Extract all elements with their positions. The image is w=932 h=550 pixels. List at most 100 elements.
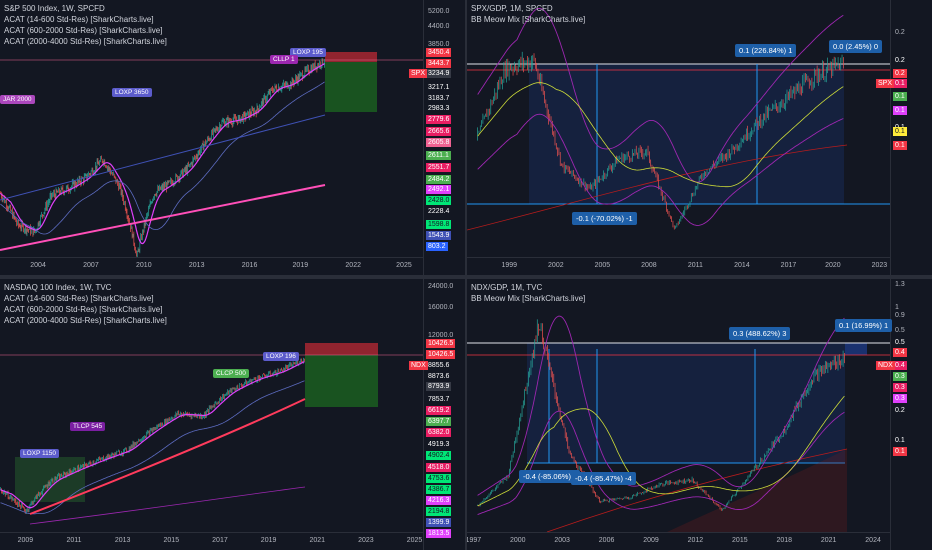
price-tag: 0.2: [893, 56, 907, 65]
x-tick-label: 2000: [509, 537, 526, 544]
pivot-label: CLCP 500: [213, 369, 249, 378]
y-tick-label: 0.2: [895, 29, 905, 36]
spxgdp-price-axis[interactable]: 0.20.20.20.10.10.10.10.10.1: [890, 0, 932, 275]
spxgdp-time-axis[interactable]: 1999 2002 2005 2008 2011 2014 2017 2020 2023: [467, 257, 890, 275]
price-tag: 7853.7: [426, 395, 452, 404]
measure-label: 0.1 (226.84%) 1: [735, 44, 797, 57]
ndx-price-axis[interactable]: 24000.0 16000.0 12000.0 10426.5 10426.5 8855.…: [423, 279, 465, 550]
bb-lower-band: [546, 448, 848, 532]
legend-indicator[interactable]: ACAT (2000-4000 Std-Res) [SharkCharts.li…: [4, 316, 167, 325]
legend-title: NASDAQ 100 Index, 1W, TVC: [4, 283, 112, 292]
x-tick-label: 2006: [598, 537, 615, 544]
pivot-label: TLCP 545: [70, 422, 106, 431]
price-tag: 2983.3: [426, 104, 452, 113]
legend-title: NDX/GDP, 1M, TVC: [471, 283, 543, 292]
price-tag: 8793.9: [426, 382, 452, 391]
spxgdp-panel[interactable]: SPX/GDP, 1M, SPCFD BB Meow Mix [SharkChar…: [467, 0, 932, 275]
symbol-tag[interactable]: SPX: [409, 69, 428, 78]
y-tick-label: 0.9: [895, 312, 905, 319]
ndx-time-axis[interactable]: 2009 2011 2013 2015 2017 2019 2021 2023 2025: [0, 532, 423, 550]
x-tick-label: 2015: [732, 537, 748, 544]
measure-label: 0.1 (16.99%) 1: [835, 319, 893, 332]
legend-indicator[interactable]: BB Meow Mix [SharkCharts.live]: [471, 294, 586, 303]
price-tag: 8873.6: [426, 372, 452, 381]
x-tick-label: 1997: [467, 537, 482, 544]
legend-indicator[interactable]: ACAT (600-2000 Std-Res) [SharkCharts.liv…: [4, 305, 163, 314]
legend-indicator[interactable]: ACAT (600-2000 Std-Res) [SharkCharts.liv…: [4, 26, 163, 35]
pivot-label: JAR 2000: [0, 95, 35, 104]
price-tag: 2428.0: [426, 196, 452, 205]
price-tag: 4902.4: [426, 451, 452, 460]
ndxgdp-plot[interactable]: [467, 279, 890, 532]
spxgdp-plot[interactable]: [467, 0, 890, 257]
long-trend-line: [29, 398, 306, 515]
x-tick-label: 2021: [820, 537, 837, 544]
ndx-plot[interactable]: [0, 279, 423, 532]
symbol-tag[interactable]: NDX: [409, 361, 428, 370]
price-tag: 0.1: [893, 92, 907, 101]
spx-plot[interactable]: [0, 0, 423, 257]
price-tag: 0.1: [893, 127, 907, 136]
x-tick-label: 2025: [396, 262, 412, 269]
x-tick-label: 2004: [30, 262, 46, 269]
symbol-tag[interactable]: SPX: [876, 79, 895, 88]
x-tick-label: 2011: [66, 537, 82, 544]
price-tag: 8855.6: [426, 361, 452, 370]
price-tag: 2779.6: [426, 115, 452, 124]
legend-title: S&P 500 Index, 1W, SPCFD: [4, 4, 105, 13]
spx-price-axis[interactable]: 5200.0 4400.0 3850.0 3450.4 3443.7 3234.9 3217…: [423, 0, 465, 275]
price-tag: 6619.2: [426, 406, 452, 415]
ndxgdp-panel[interactable]: NDX/GDP, 1M, TVC BB Meow Mix [SharkCharts…: [467, 279, 932, 550]
legend-indicator[interactable]: ACAT (2000-4000 Std-Res) [SharkCharts.li…: [4, 37, 167, 46]
y-tick-label: 1: [895, 304, 899, 311]
pane-divider-horizontal[interactable]: [0, 275, 932, 279]
x-tick-label: 2021: [309, 537, 326, 544]
bb-basis-line: [477, 395, 845, 507]
acat-band-line: [0, 81, 325, 235]
measure-label: 0.3 (488.62%) 3: [729, 327, 791, 340]
y-tick-label: 16000.0: [428, 304, 454, 311]
y-tick-label: 4400.0: [428, 23, 450, 30]
price-tag: 4919.3: [426, 440, 452, 449]
x-tick-label: 2023: [871, 262, 888, 269]
x-tick-label: 2005: [594, 262, 611, 269]
measure-label: 0.0 (2.45%) 0: [829, 40, 883, 53]
x-tick-label: 2025: [406, 537, 423, 544]
legend-title: SPX/GDP, 1M, SPCFD: [471, 4, 553, 13]
ndx-panel[interactable]: NASDAQ 100 Index, 1W, TVC ACAT (14-600 St…: [0, 279, 465, 550]
pivot-label: LOXP 3650: [112, 88, 152, 97]
legend-indicator[interactable]: ACAT (14-600 Std-Res) [SharkCharts.live]: [4, 15, 154, 24]
price-tag: 0.4: [893, 361, 907, 370]
pivot-label: LOXP 196: [263, 352, 299, 361]
measure-label: -0.4 (-85.06%) -: [519, 470, 580, 483]
legend-indicator[interactable]: BB Meow Mix [SharkCharts.live]: [471, 15, 586, 24]
x-tick-label: 2016: [241, 262, 258, 269]
price-tag: 4386.7: [426, 485, 452, 494]
x-tick-label: 2009: [643, 537, 659, 544]
legend-indicator[interactable]: ACAT (14-600 Std-Res) [SharkCharts.live]: [4, 294, 154, 303]
x-tick-label: 2011: [687, 262, 703, 269]
ndxgdp-price-axis[interactable]: 1.3 1 0.9 0.5 0.5 0.4 0.4 0.3 0.3 0.3 0.2 0.1 0.1: [890, 279, 932, 550]
price-tag: 2611.1: [426, 151, 451, 160]
price-tag: 0.3: [893, 383, 907, 392]
short-position-risk: [325, 52, 377, 62]
x-tick-label: 2013: [114, 537, 131, 544]
price-tag: 0.5: [893, 338, 907, 347]
spx-panel[interactable]: S&P 500 Index, 1W, SPCFD ACAT (14-600 Std…: [0, 0, 465, 275]
bb-lower-band: [467, 144, 848, 231]
x-tick-label: 2007: [83, 262, 99, 269]
spx-time-axis[interactable]: 2004 2007 2010 2013 2016 2019 2022 2025: [0, 257, 423, 275]
acat-band-line: [0, 380, 305, 515]
x-tick-label: 2002: [548, 262, 564, 269]
acat-band-line: [0, 63, 325, 245]
y-tick-label: 1.3: [895, 281, 905, 288]
ndxgdp-time-axis[interactable]: 1997 2000 2003 2006 2009 2012 2015 2018 2021 2024: [467, 532, 890, 550]
symbol-tag[interactable]: NDX: [876, 361, 895, 370]
price-tag: 0.1: [893, 141, 907, 150]
x-tick-label: 2017: [780, 262, 797, 269]
long-trend-line: [29, 486, 306, 525]
price-tag: 2551.7: [426, 163, 452, 172]
y-tick-label: 3850.0: [428, 41, 450, 48]
x-tick-label: 2014: [734, 262, 750, 269]
price-tag: 0.3: [893, 394, 907, 403]
